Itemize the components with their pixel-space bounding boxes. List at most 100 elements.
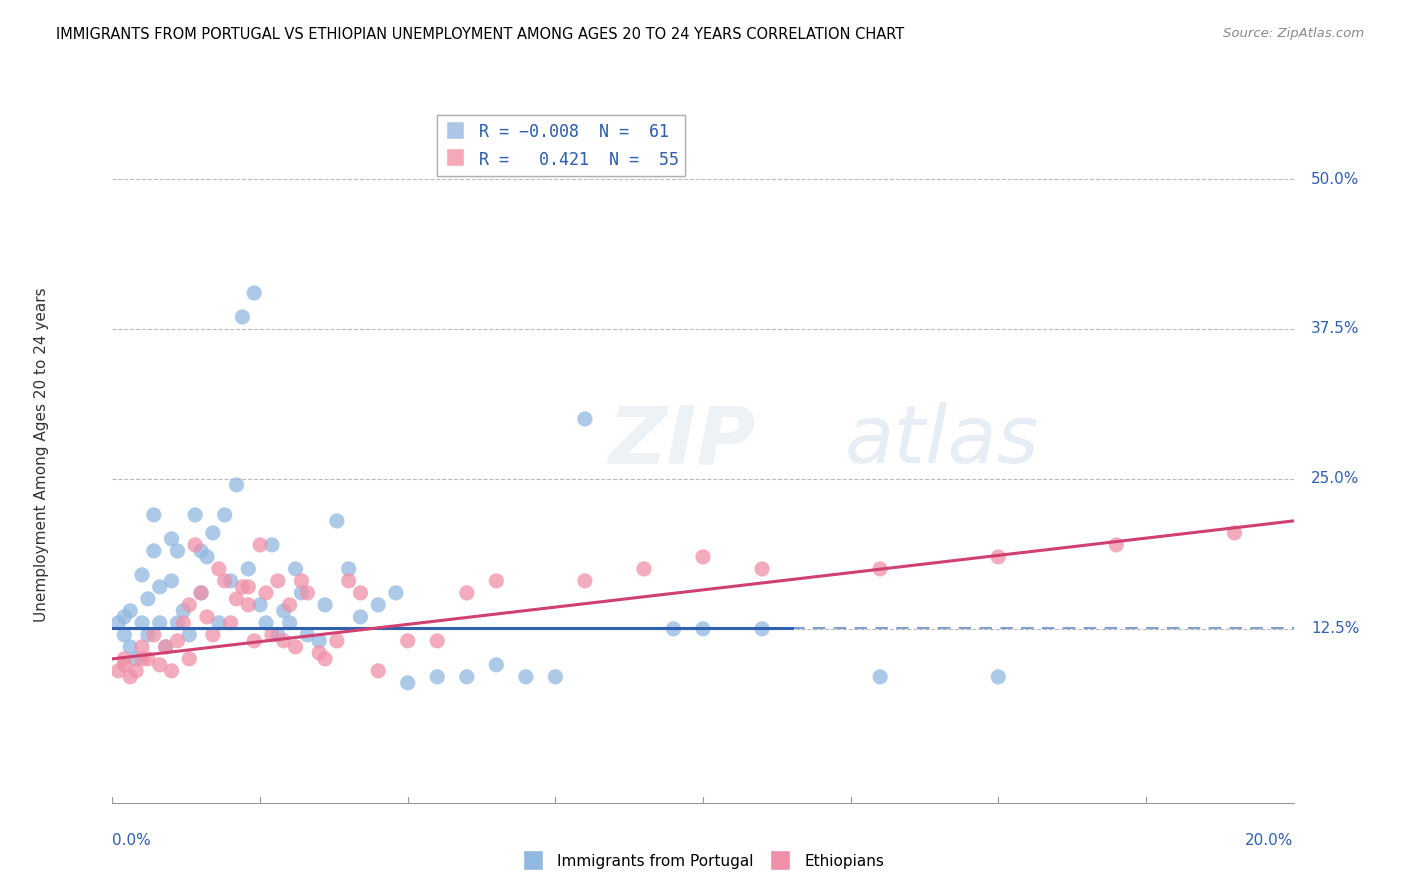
- Point: [131, 640, 153, 654]
- Point: [190, 544, 212, 558]
- Point: [238, 580, 260, 594]
- Point: [273, 604, 295, 618]
- Point: [112, 652, 135, 666]
- Text: Source: ZipAtlas.com: Source: ZipAtlas.com: [1223, 27, 1364, 40]
- Point: [160, 664, 183, 678]
- Point: [278, 598, 301, 612]
- Point: [238, 562, 260, 576]
- Point: [290, 574, 312, 588]
- Point: [214, 508, 236, 522]
- Text: 12.5%: 12.5%: [1312, 622, 1360, 636]
- Point: [254, 615, 277, 630]
- Point: [112, 610, 135, 624]
- Point: [692, 549, 714, 564]
- Point: [107, 664, 129, 678]
- Point: [112, 657, 135, 672]
- Point: [231, 310, 253, 324]
- Point: [426, 633, 449, 648]
- Point: [308, 633, 330, 648]
- Point: [120, 604, 142, 618]
- Point: [249, 598, 271, 612]
- Point: [1105, 538, 1128, 552]
- Point: [201, 525, 224, 540]
- Point: [131, 652, 153, 666]
- Point: [149, 580, 172, 594]
- Point: [149, 615, 172, 630]
- Point: [208, 615, 231, 630]
- Point: [155, 640, 177, 654]
- Point: [349, 610, 371, 624]
- Point: [201, 628, 224, 642]
- Text: 37.5%: 37.5%: [1312, 321, 1360, 336]
- Point: [166, 615, 188, 630]
- Point: [284, 562, 307, 576]
- Point: [544, 670, 567, 684]
- Point: [238, 598, 260, 612]
- Point: [987, 670, 1010, 684]
- Point: [273, 633, 295, 648]
- Point: [142, 508, 165, 522]
- Point: [574, 412, 596, 426]
- Legend: R = −0.008  N =  61, R =   0.421  N =  55: R = −0.008 N = 61, R = 0.421 N = 55: [437, 115, 686, 176]
- Point: [314, 598, 336, 612]
- Point: [267, 574, 290, 588]
- Point: [456, 670, 478, 684]
- Point: [219, 574, 242, 588]
- Point: [751, 562, 773, 576]
- Text: 20.0%: 20.0%: [1246, 833, 1294, 847]
- Point: [125, 664, 148, 678]
- Point: [172, 604, 194, 618]
- Point: [120, 640, 142, 654]
- Point: [337, 574, 360, 588]
- Point: [231, 580, 253, 594]
- Point: [456, 586, 478, 600]
- Point: [260, 538, 283, 552]
- Text: 0.0%: 0.0%: [112, 833, 152, 847]
- Point: [485, 657, 508, 672]
- Point: [243, 285, 266, 300]
- Point: [179, 598, 201, 612]
- Point: [367, 664, 389, 678]
- Point: [172, 615, 194, 630]
- Point: [692, 622, 714, 636]
- Point: [367, 598, 389, 612]
- Point: [633, 562, 655, 576]
- Point: [751, 622, 773, 636]
- Point: [396, 676, 419, 690]
- Point: [278, 615, 301, 630]
- Point: [426, 670, 449, 684]
- Point: [179, 652, 201, 666]
- Point: [125, 652, 148, 666]
- Point: [225, 591, 247, 606]
- Text: atlas: atlas: [845, 402, 1039, 480]
- Text: ZIP: ZIP: [609, 402, 756, 480]
- Legend: Immigrants from Portugal, Ethiopians: Immigrants from Portugal, Ethiopians: [516, 847, 890, 875]
- Point: [160, 532, 183, 546]
- Point: [574, 574, 596, 588]
- Point: [179, 628, 201, 642]
- Point: [208, 562, 231, 576]
- Point: [184, 508, 207, 522]
- Point: [225, 478, 247, 492]
- Point: [290, 586, 312, 600]
- Point: [249, 538, 271, 552]
- Point: [385, 586, 408, 600]
- Point: [184, 538, 207, 552]
- Point: [195, 549, 218, 564]
- Point: [297, 628, 319, 642]
- Point: [326, 514, 349, 528]
- Point: [160, 574, 183, 588]
- Point: [214, 574, 236, 588]
- Point: [136, 652, 159, 666]
- Point: [987, 549, 1010, 564]
- Point: [314, 652, 336, 666]
- Point: [219, 615, 242, 630]
- Text: 25.0%: 25.0%: [1312, 471, 1360, 486]
- Point: [337, 562, 360, 576]
- Point: [136, 591, 159, 606]
- Point: [142, 544, 165, 558]
- Point: [149, 657, 172, 672]
- Point: [1223, 525, 1246, 540]
- Point: [284, 640, 307, 654]
- Point: [254, 586, 277, 600]
